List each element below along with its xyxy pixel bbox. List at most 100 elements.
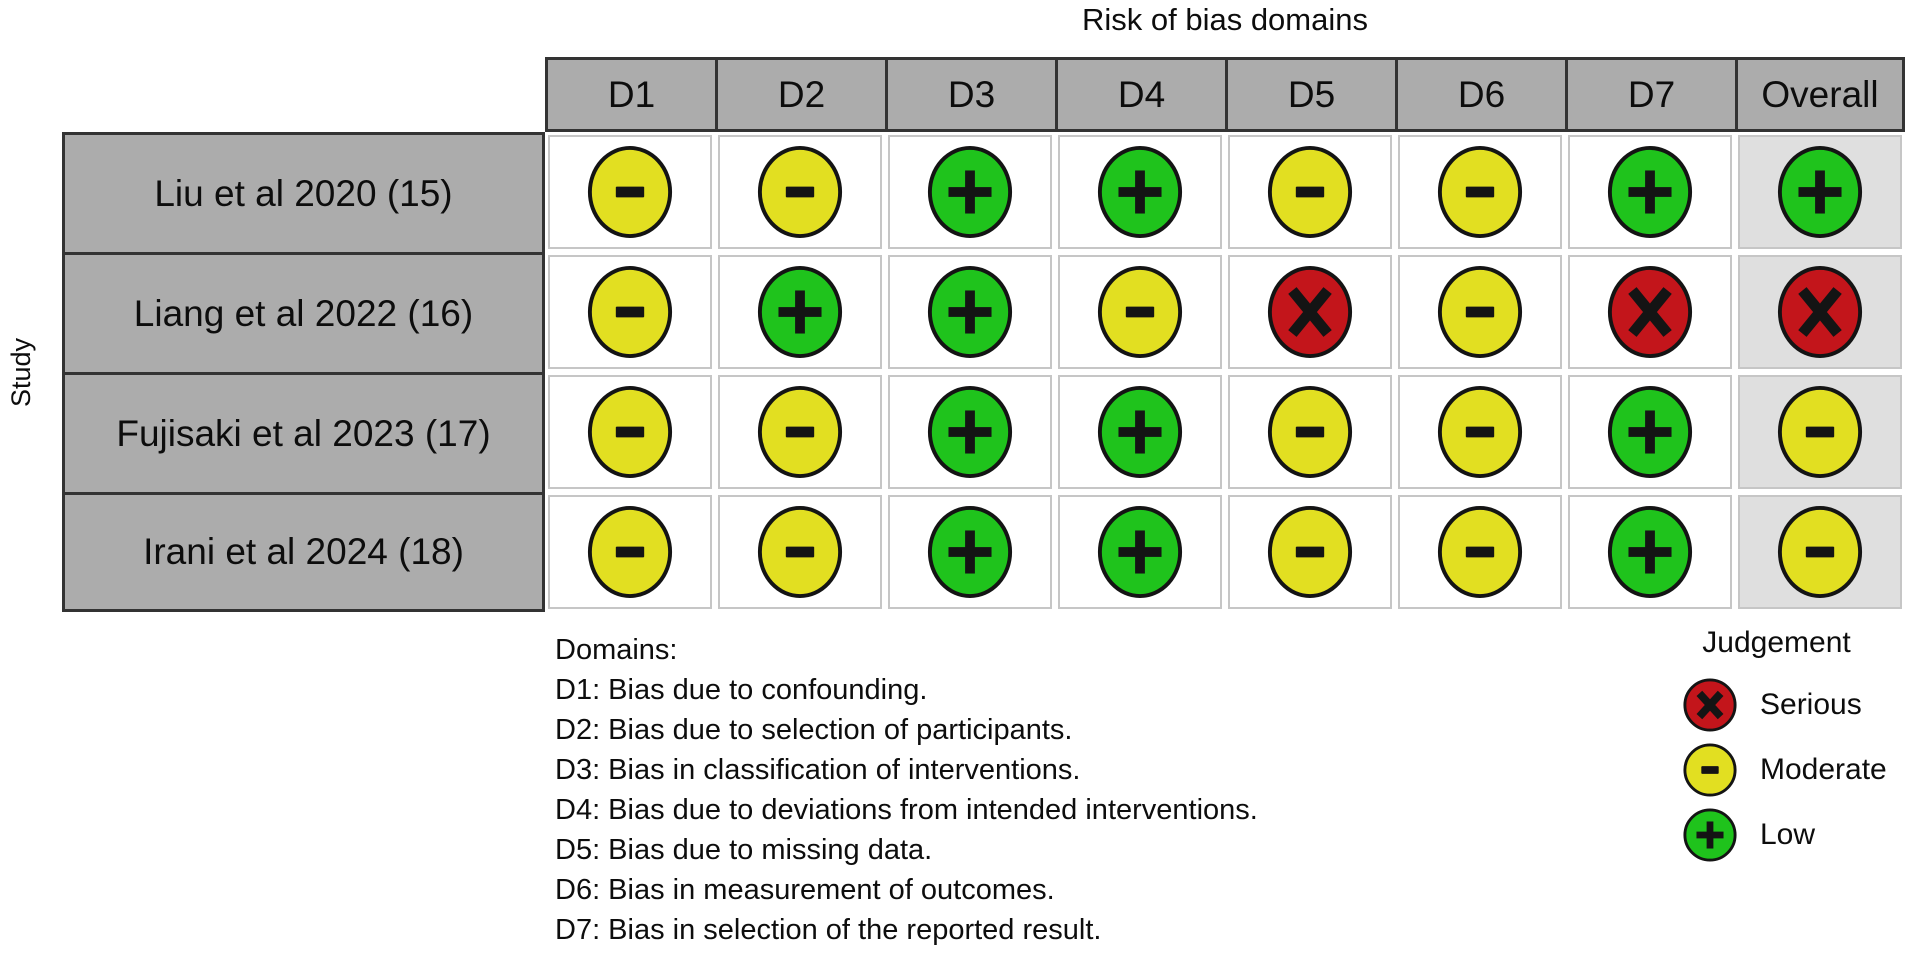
judgement-cell	[715, 252, 885, 372]
domain-definition: D5: Bias due to missing data.	[555, 834, 933, 866]
domains-footnote-heading: Domains:	[555, 634, 678, 666]
judgement-cell	[1565, 492, 1735, 612]
judgement-panel	[1058, 255, 1222, 369]
judgement-panel	[1568, 135, 1732, 249]
judgement-cell	[885, 372, 1055, 492]
judgement-row	[545, 252, 1905, 372]
judgement-icon-low	[927, 146, 1013, 238]
judgement-icon-moderate	[587, 506, 673, 598]
domain-definition: D3: Bias in classification of interventi…	[555, 754, 1081, 786]
judgement-cell	[885, 492, 1055, 612]
judgement-panel	[1228, 495, 1392, 609]
judgement-cell	[715, 132, 885, 252]
judgement-icon-moderate	[587, 266, 673, 358]
judgement-icon-serious	[1777, 266, 1863, 358]
figure-title: Risk of bias domains	[1081, 2, 1368, 37]
judgement-icon-serious	[1607, 266, 1693, 358]
judgement-panel	[718, 255, 882, 369]
study-label: Liu et al 2020 (15)	[62, 132, 545, 252]
judgement-panel	[548, 375, 712, 489]
judgement-cell	[1225, 132, 1395, 252]
judgement-cell	[1735, 132, 1905, 252]
judgement-icon-low	[1607, 506, 1693, 598]
judgement-panel	[1228, 255, 1392, 369]
judgement-cell	[545, 132, 715, 252]
judgement-cell	[1565, 252, 1735, 372]
judgement-legend-items: Serious Moderate Low	[1682, 672, 1887, 867]
study-label: Fujisaki et al 2023 (17)	[62, 372, 545, 492]
judgement-icon-low	[1777, 146, 1863, 238]
judgement-icon-moderate	[1267, 386, 1353, 478]
judgement-icon-moderate	[1267, 506, 1353, 598]
judgement-cell	[885, 132, 1055, 252]
judgement-panel	[718, 495, 882, 609]
domain-definition: D4: Bias due to deviations from intended…	[555, 794, 1258, 826]
judgement-cell	[1395, 132, 1565, 252]
domain-header-d1: D1	[545, 57, 715, 132]
study-label: Irani et al 2024 (18)	[62, 492, 545, 612]
judgement-icon-low	[927, 386, 1013, 478]
legend-item-moderate: Moderate	[1682, 737, 1887, 802]
legend-item-serious: Serious	[1682, 672, 1887, 737]
domain-definition: D1: Bias due to confounding.	[555, 674, 928, 706]
y-axis-label-text: Study	[6, 337, 37, 407]
judgement-panel	[1738, 495, 1902, 609]
domain-definition: D6: Bias in measurement of outcomes.	[555, 874, 1055, 906]
judgement-icon-moderate	[1777, 386, 1863, 478]
judgement-icon-moderate	[1097, 266, 1183, 358]
domain-header-d7: D7	[1565, 57, 1735, 132]
judgement-panel	[888, 495, 1052, 609]
domain-header-d4: D4	[1055, 57, 1225, 132]
legend-icon-wrap	[1682, 742, 1738, 798]
judgement-panel	[718, 135, 882, 249]
domain-header-d5: D5	[1225, 57, 1395, 132]
judgement-cell	[1055, 492, 1225, 612]
judgement-panel	[888, 375, 1052, 489]
judgement-cell	[1565, 132, 1735, 252]
judgement-icon-moderate	[1437, 266, 1523, 358]
judgement-cell	[1395, 252, 1565, 372]
judgement-icon-moderate	[757, 146, 843, 238]
judgement-cell	[1735, 492, 1905, 612]
judgement-icon-moderate	[1437, 506, 1523, 598]
judgement-cell	[715, 372, 885, 492]
judgement-cell	[545, 372, 715, 492]
judgement-cell	[1565, 372, 1735, 492]
judgement-icon-moderate	[1267, 146, 1353, 238]
judgement-cell	[885, 252, 1055, 372]
legend-icon-wrap	[1682, 807, 1738, 863]
judgement-grid	[545, 132, 1905, 612]
judgement-icon-moderate	[757, 386, 843, 478]
legend-item-label: Moderate	[1760, 752, 1887, 786]
judgement-panel	[1738, 135, 1902, 249]
legend-item-low: Low	[1682, 802, 1887, 867]
judgement-cell	[545, 492, 715, 612]
judgement-icon-moderate	[587, 386, 673, 478]
judgement-icon-moderate	[1777, 506, 1863, 598]
domain-header-d3: D3	[885, 57, 1055, 132]
judgement-panel	[888, 255, 1052, 369]
domain-definition: D2: Bias due to selection of participant…	[555, 714, 1073, 746]
judgement-icon-moderate	[757, 506, 843, 598]
judgement-panel	[1738, 255, 1902, 369]
judgement-cell	[1735, 372, 1905, 492]
judgement-panel	[548, 255, 712, 369]
judgement-icon-low	[1097, 146, 1183, 238]
judgement-legend-title: Judgement	[1702, 626, 1851, 659]
study-label-column: Liu et al 2020 (15) Liang et al 2022 (16)…	[62, 132, 545, 612]
domain-header-overall: Overall	[1735, 57, 1905, 132]
judgement-panel	[1568, 375, 1732, 489]
judgement-panel	[1398, 375, 1562, 489]
judgement-panel	[718, 375, 882, 489]
judgement-cell	[1395, 372, 1565, 492]
judgement-icon-moderate	[1683, 742, 1737, 797]
judgement-icon-low	[927, 506, 1013, 598]
legend-item-label: Serious	[1760, 687, 1862, 721]
judgement-icon-low	[1097, 386, 1183, 478]
judgement-icon-moderate	[1437, 146, 1523, 238]
judgement-panel	[548, 135, 712, 249]
judgement-panel	[1398, 255, 1562, 369]
judgement-panel	[1058, 495, 1222, 609]
domain-definition: D7: Bias in selection of the reported re…	[555, 914, 1102, 946]
